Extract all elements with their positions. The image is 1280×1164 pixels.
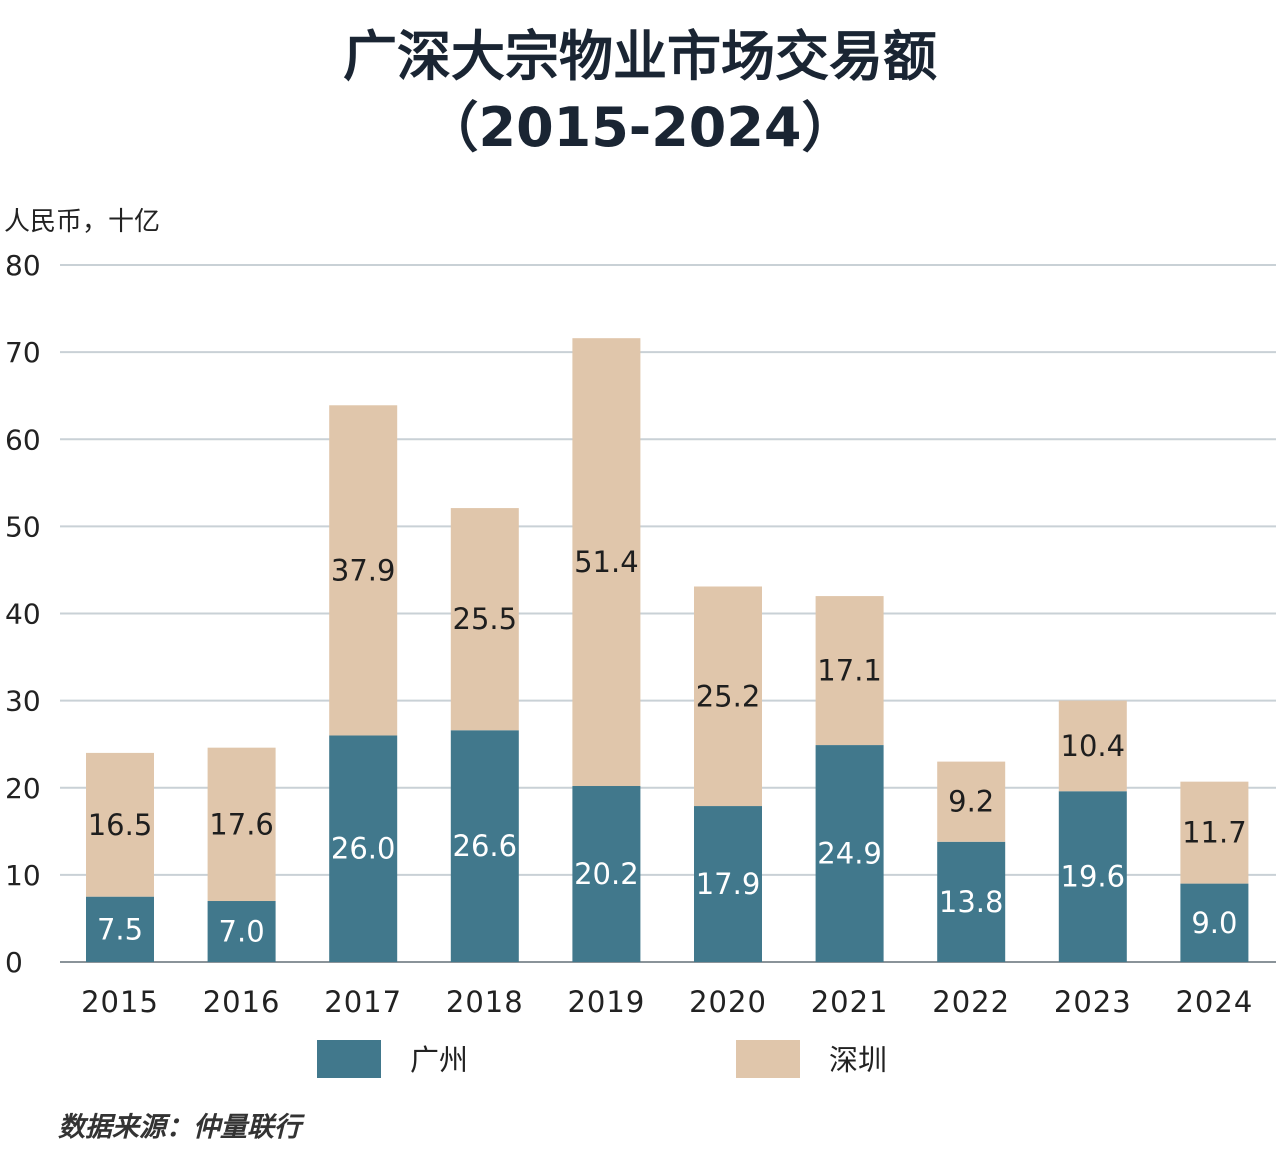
data-label: 17.6 <box>209 807 274 841</box>
data-label: 19.6 <box>1061 860 1126 894</box>
x-tick-label: 2017 <box>324 985 402 1019</box>
bar-segment-guangzhou-2017 <box>329 735 398 962</box>
bar-segment-guangzhou-2020 <box>694 806 762 962</box>
bar-segment-shenzhen-2019 <box>572 338 641 787</box>
legend: 广州 深圳 <box>317 1040 887 1078</box>
bar-segment-shenzhen-2023 <box>1058 700 1127 792</box>
x-tick-label: 2018 <box>446 985 524 1019</box>
data-label: 24.9 <box>817 837 882 871</box>
bar-segment-guangzhou-2024 <box>1180 883 1249 962</box>
data-label: 26.0 <box>331 832 396 866</box>
y-tick-label: 10 <box>5 859 41 892</box>
data-label: 37.9 <box>331 553 396 587</box>
data-label: 9.2 <box>948 785 994 819</box>
x-tick-label: 2024 <box>1175 985 1253 1019</box>
legend-swatch-guangzhou <box>317 1040 381 1078</box>
legend-swatch-shenzhen <box>736 1040 800 1078</box>
bar-segment-shenzhen-2022 <box>937 761 1006 842</box>
data-label: 7.5 <box>97 912 143 946</box>
data-label: 13.8 <box>939 885 1004 919</box>
bar-segment-shenzhen-2021 <box>815 596 884 746</box>
x-axis: 2015 2016 2017 2018 2019 2020 2021 2022 2023 2024 <box>81 985 1253 1019</box>
data-label: 25.2 <box>696 679 761 713</box>
legend-label-shenzhen: 深圳 <box>829 1043 887 1077</box>
y-tick-label: 80 <box>5 249 41 282</box>
chart-subtitle: （2015-2024） <box>425 96 856 159</box>
y-axis-unit-label: 人民币，十亿 <box>4 207 160 237</box>
bar-segment-shenzhen-2017 <box>329 405 398 736</box>
data-label: 25.5 <box>453 602 518 636</box>
y-tick-label: 30 <box>5 685 41 718</box>
bar-segment-shenzhen-2020 <box>694 586 762 807</box>
bar-segment-shenzhen-2024 <box>1180 781 1249 884</box>
data-label: 17.1 <box>817 654 882 688</box>
bars-layer <box>86 338 1249 962</box>
y-tick-label: 50 <box>5 510 41 543</box>
data-label: 10.4 <box>1061 729 1126 763</box>
bar-segment-shenzhen-2015 <box>86 752 154 897</box>
bar-segment-guangzhou-2015 <box>86 896 154 962</box>
x-tick-label: 2019 <box>567 985 645 1019</box>
data-label: 9.0 <box>1191 906 1237 940</box>
data-label: 7.0 <box>219 915 265 949</box>
bar-segment-guangzhou-2022 <box>937 841 1006 962</box>
legend-label-guangzhou: 广州 <box>410 1043 468 1077</box>
data-label: 16.5 <box>88 808 153 842</box>
source-note: 数据来源：仲量联行 <box>58 1112 305 1143</box>
x-tick-label: 2021 <box>811 985 889 1019</box>
bar-segment-guangzhou-2019 <box>572 786 641 962</box>
y-tick-label: 0 <box>5 946 23 979</box>
x-tick-label: 2022 <box>932 985 1010 1019</box>
data-label: 20.2 <box>574 857 639 891</box>
data-label: 51.4 <box>574 545 639 579</box>
x-tick-label: 2016 <box>203 985 281 1019</box>
x-tick-label: 2020 <box>689 985 767 1019</box>
y-tick-label: 20 <box>5 772 41 805</box>
bar-segment-shenzhen-2016 <box>207 747 276 902</box>
x-tick-label: 2015 <box>81 985 159 1019</box>
y-tick-label: 60 <box>5 423 41 456</box>
bar-segment-guangzhou-2018 <box>450 730 519 962</box>
bar-segment-guangzhou-2023 <box>1058 791 1127 962</box>
bar-segment-guangzhou-2016 <box>207 901 276 962</box>
y-tick-label: 40 <box>5 598 41 631</box>
bar-segment-shenzhen-2018 <box>450 508 519 731</box>
x-tick-label: 2023 <box>1054 985 1132 1019</box>
data-label: 17.9 <box>696 867 761 901</box>
value-labels-layer: 7.5 16.5 7.0 17.6 26.0 37.9 26.6 25.5 20.2 51.4 17… <box>88 545 1247 948</box>
data-label: 26.6 <box>453 829 518 863</box>
bar-segment-guangzhou-2021 <box>815 745 884 962</box>
grid-layer: 0 10 20 30 40 50 60 70 80 <box>5 249 1276 979</box>
chart-title: 广深大宗物业市场交易额 <box>343 25 937 88</box>
data-label: 11.7 <box>1182 816 1247 850</box>
y-tick-label: 70 <box>5 336 41 369</box>
